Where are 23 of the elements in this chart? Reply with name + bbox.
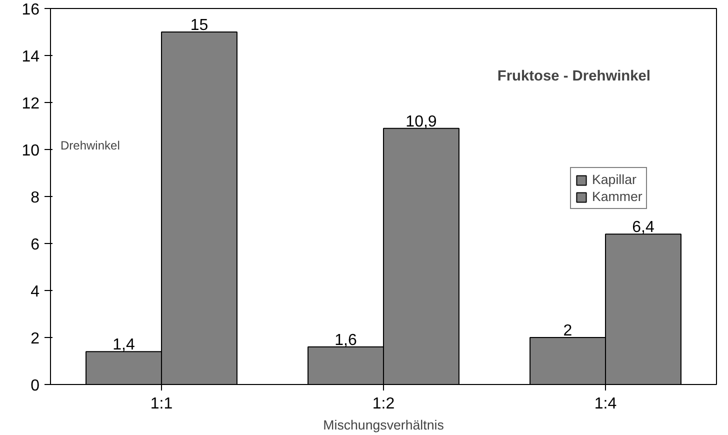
legend-label: Kapillar	[592, 172, 636, 187]
data-label: 1,6	[334, 332, 357, 349]
y-axis-title: Drehwinkel	[60, 138, 120, 152]
x-axis-title: Mischungsverhältnis	[323, 418, 444, 432]
y-tick-label: 10	[22, 142, 40, 160]
y-tick-label: 6	[30, 236, 40, 254]
y-tick-label: 12	[22, 96, 40, 112]
x-tick-label: 1:2	[372, 396, 395, 412]
y-tick-label: 4	[30, 284, 40, 300]
data-label: 2	[563, 322, 572, 340]
y-tick-label: 0	[30, 378, 40, 394]
y-tick-label: 14	[22, 48, 40, 66]
x-tick-label: 1:4	[594, 396, 617, 412]
y-tick-label: 2	[30, 330, 40, 348]
x-tick-label: 1:1	[150, 396, 173, 412]
data-label: 10,9	[406, 113, 437, 130]
data-label: 15	[190, 17, 208, 34]
y-tick-label: 8	[30, 190, 40, 206]
legend-label: Kammer	[592, 189, 642, 204]
text: Fruktose - Drehwinkel	[497, 68, 651, 84]
y-tick-label: 16	[22, 2, 40, 18]
data-label: 6,4	[632, 219, 654, 236]
data-label: 1,4	[112, 336, 135, 354]
